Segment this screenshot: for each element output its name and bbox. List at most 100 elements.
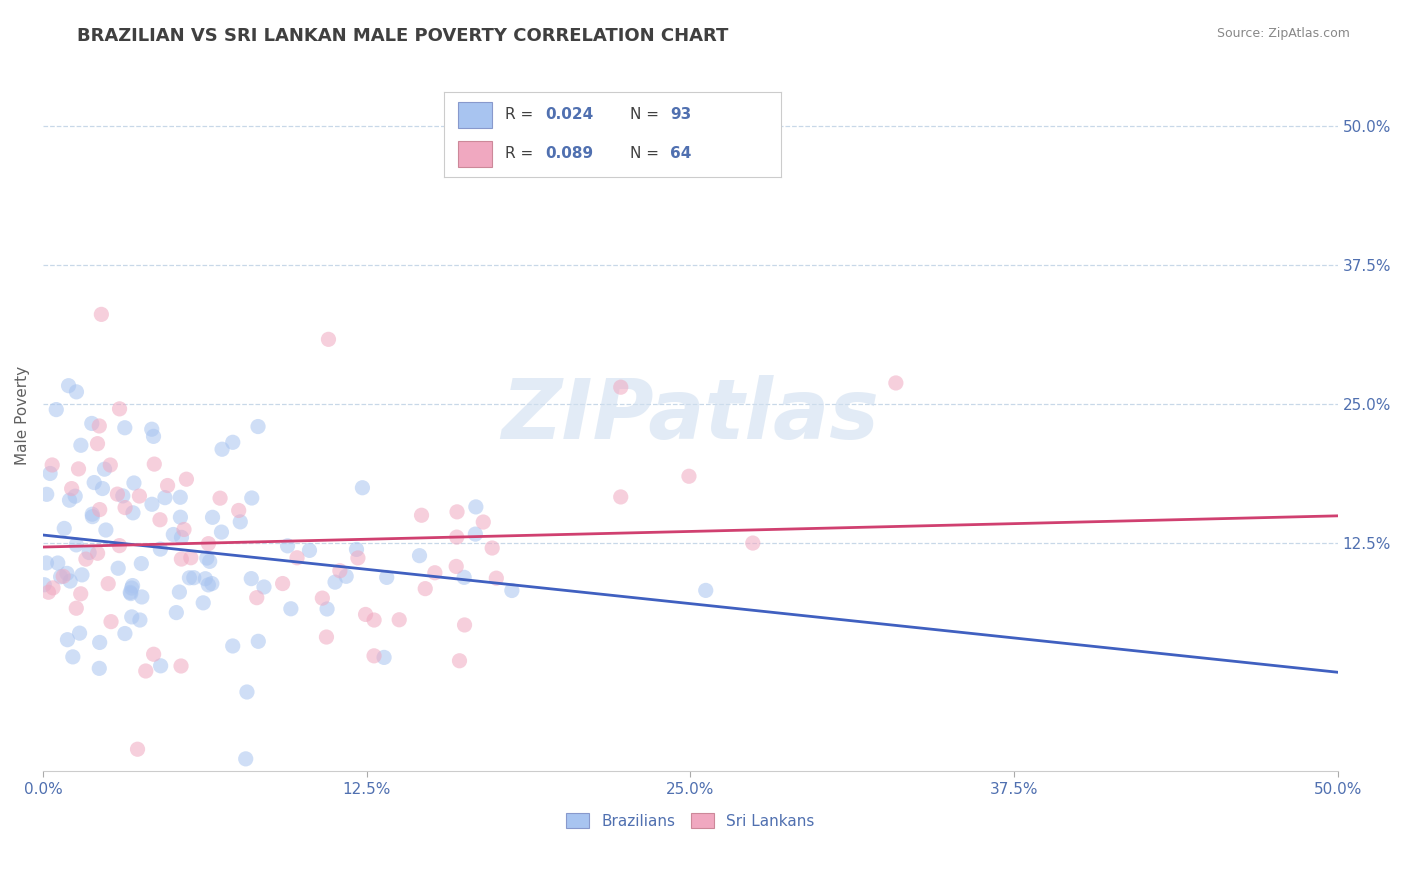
Point xyxy=(107,561,129,575)
Point xyxy=(315,630,337,644)
Point xyxy=(65,384,87,399)
Point xyxy=(35,556,58,570)
Point xyxy=(201,576,224,591)
Point xyxy=(228,503,250,517)
Point xyxy=(354,607,377,622)
Point xyxy=(131,590,153,604)
Point xyxy=(169,510,191,524)
Point xyxy=(142,429,165,443)
Point xyxy=(464,527,486,541)
Point xyxy=(107,487,129,501)
Point xyxy=(444,559,467,574)
Point xyxy=(247,634,270,648)
Point xyxy=(201,510,224,524)
Point xyxy=(408,549,430,563)
Point xyxy=(346,542,368,557)
Point xyxy=(222,435,245,450)
Point xyxy=(501,583,523,598)
Point xyxy=(411,508,433,523)
Point xyxy=(86,546,108,560)
Point xyxy=(211,525,233,540)
Text: Source: ZipAtlas.com: Source: ZipAtlas.com xyxy=(1216,27,1350,40)
Point xyxy=(120,586,142,600)
Point xyxy=(195,551,218,566)
Point xyxy=(609,490,631,504)
Point xyxy=(246,591,269,605)
Point xyxy=(52,569,75,583)
Point xyxy=(62,649,84,664)
Point xyxy=(59,574,82,588)
Point xyxy=(127,742,149,756)
Point xyxy=(453,618,475,632)
Point xyxy=(363,613,385,627)
Point xyxy=(67,462,90,476)
Point xyxy=(183,571,205,585)
Text: BRAZILIAN VS SRI LANKAN MALE POVERTY CORRELATION CHART: BRAZILIAN VS SRI LANKAN MALE POVERTY COR… xyxy=(77,27,728,45)
Point xyxy=(120,585,142,599)
Point xyxy=(121,610,143,624)
Point xyxy=(56,632,79,647)
Point xyxy=(162,527,184,541)
Point xyxy=(240,572,263,586)
Point xyxy=(170,552,193,566)
Point xyxy=(69,626,91,640)
Point xyxy=(156,478,179,492)
Y-axis label: Male Poverty: Male Poverty xyxy=(15,366,30,465)
Point xyxy=(70,567,93,582)
Point xyxy=(111,489,134,503)
Point xyxy=(46,556,69,570)
Point xyxy=(77,545,100,559)
Point xyxy=(485,571,508,585)
Point xyxy=(198,554,221,568)
Point xyxy=(91,482,114,496)
Point xyxy=(45,402,67,417)
Point xyxy=(678,469,700,483)
Point xyxy=(86,436,108,450)
Point xyxy=(280,601,302,615)
Point xyxy=(53,521,76,535)
Point xyxy=(49,570,72,584)
Point xyxy=(316,602,339,616)
Point xyxy=(63,489,86,503)
Point xyxy=(108,401,131,416)
Point xyxy=(176,472,198,486)
Point xyxy=(143,457,166,471)
Point xyxy=(388,613,411,627)
Point xyxy=(75,552,97,566)
Point xyxy=(423,566,446,580)
Point xyxy=(141,422,163,436)
Point xyxy=(180,550,202,565)
Point xyxy=(481,541,503,555)
Point xyxy=(153,491,176,505)
Point xyxy=(94,523,117,537)
Point xyxy=(65,538,87,552)
Point xyxy=(42,581,65,595)
Point xyxy=(93,462,115,476)
Point xyxy=(121,581,143,595)
Point xyxy=(89,661,111,675)
Point xyxy=(194,572,217,586)
Point xyxy=(114,626,136,640)
Point xyxy=(169,585,191,599)
Point xyxy=(236,685,259,699)
Point xyxy=(193,596,215,610)
Point xyxy=(197,536,219,550)
Point xyxy=(211,442,233,457)
Point xyxy=(170,530,193,544)
Point xyxy=(446,530,468,544)
Point xyxy=(142,647,165,661)
Point xyxy=(82,507,104,521)
Point xyxy=(179,571,201,585)
Point xyxy=(247,419,270,434)
Point xyxy=(98,458,121,472)
Point xyxy=(83,475,105,490)
Point xyxy=(253,580,276,594)
Point xyxy=(129,613,152,627)
Legend: Brazilians, Sri Lankans: Brazilians, Sri Lankans xyxy=(561,806,821,835)
Point xyxy=(472,515,495,529)
Point xyxy=(311,591,333,606)
Point xyxy=(222,639,245,653)
Point xyxy=(89,635,111,649)
Point xyxy=(122,475,145,490)
Point xyxy=(128,489,150,503)
